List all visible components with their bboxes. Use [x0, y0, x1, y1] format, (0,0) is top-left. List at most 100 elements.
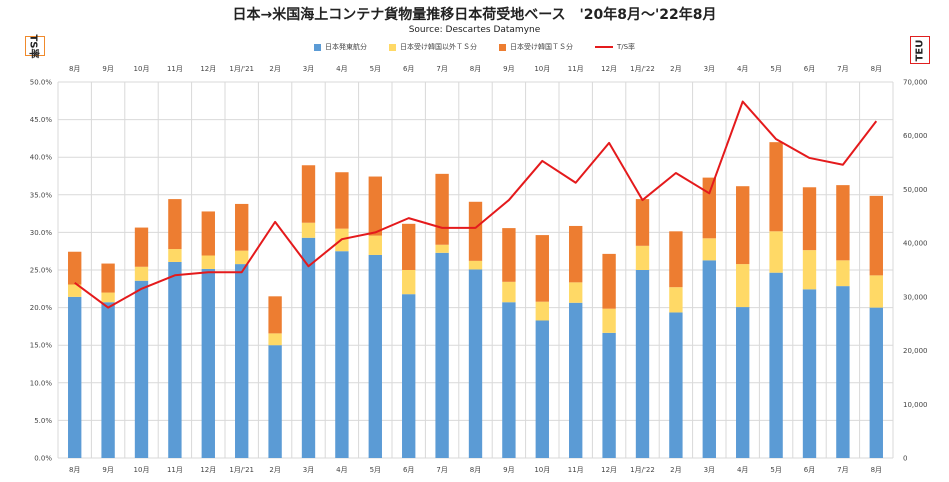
category-label-top: 7月 [837, 65, 848, 73]
category-label-top: 8月 [470, 65, 481, 73]
category-label-bottom: 7月 [436, 466, 447, 474]
category-label-bottom: 1月/'21 [229, 466, 254, 474]
category-label-bottom: 10月 [134, 466, 150, 474]
legend-item-series-0: 日本発東航分 [313, 42, 367, 52]
left-axis-tick-label: 50.0% [30, 79, 53, 87]
category-label-top: 10月 [134, 65, 150, 73]
bar-segment-series-1 [435, 244, 449, 253]
bar-segment-series-1 [68, 284, 82, 297]
left-axis-tick-label: 40.0% [30, 154, 53, 162]
bar-segment-series-1 [869, 275, 883, 308]
bar-segment-series-0 [468, 269, 483, 458]
bar-segment-series-2 [101, 263, 115, 293]
category-label-bottom: 3月 [704, 466, 715, 474]
category-label-bottom: 3月 [303, 466, 314, 474]
category-label-bottom: 8月 [871, 466, 882, 474]
left-axis-tick-label: 15.0% [30, 342, 53, 350]
legend-label-0: 日本発東航分 [324, 43, 367, 51]
bar-segment-series-0 [736, 307, 750, 458]
bar-segment-series-0 [68, 296, 82, 458]
bar-segment-series-1 [502, 281, 516, 303]
bar-segment-series-2 [402, 223, 416, 270]
bar-segment-series-2 [635, 199, 650, 246]
legend-label-2: 日本受け韓国ＴＳ分 [509, 43, 573, 51]
bar-segment-series-0 [235, 264, 249, 458]
category-label-top: 12月 [200, 65, 216, 73]
category-label-bottom: 11月 [167, 466, 183, 474]
right-axis-tick-label: 10,000 [903, 401, 928, 409]
right-axis-tick-label: 50,000 [903, 186, 928, 194]
bar-segment-series-2 [201, 211, 215, 256]
bar-segment-series-2 [669, 231, 683, 288]
chart-legend: 日本発東航分 日本受け韓国以外ＴＳ分 日本受け韓国ＴＳ分 T/S率 [0, 42, 949, 52]
chart-title: 日本→米国海上コンテナ貨物量推移日本荷受地ベース '20年8月～'22年8月 [232, 7, 717, 23]
category-label-top: 1月/'22 [630, 65, 655, 73]
category-label-top: 5月 [770, 65, 781, 73]
bar-segment-series-1 [669, 287, 683, 313]
category-label-top: 7月 [436, 65, 447, 73]
bar-segment-series-1 [301, 222, 316, 238]
bar-segment-series-0 [201, 268, 215, 458]
bar-segment-series-1 [402, 270, 416, 295]
category-label-bottom: 9月 [102, 466, 113, 474]
category-label-bottom: 8月 [69, 466, 80, 474]
category-label-top: 5月 [370, 65, 381, 73]
bar-segment-series-2 [134, 227, 149, 267]
legend-label-3: T/S率 [616, 43, 636, 51]
bar-segment-series-0 [569, 302, 583, 458]
legend-swatch-2 [498, 43, 506, 51]
bar-segment-series-0 [769, 272, 783, 458]
bar-segment-series-1 [702, 238, 716, 261]
bar-segment-series-0 [168, 261, 182, 458]
bar-segment-series-1 [535, 301, 549, 321]
bar-segment-series-1 [468, 260, 483, 270]
bar-segment-series-0 [502, 302, 516, 458]
bar-segment-series-0 [602, 332, 616, 458]
bar-segment-series-0 [134, 280, 149, 458]
category-label-top: 11月 [167, 65, 183, 73]
legend-swatch-1 [388, 43, 396, 51]
legend-item-series-2: 日本受け韓国ＴＳ分 [498, 42, 573, 52]
bar-segment-series-1 [602, 308, 616, 333]
legend-item-series-3: T/S率 [594, 42, 636, 52]
right-axis-tick-label: 0 [903, 455, 907, 463]
category-label-top: 8月 [69, 65, 80, 73]
category-label-bottom: 5月 [370, 466, 381, 474]
bar-segment-series-0 [368, 254, 382, 458]
bar-segment-series-1 [168, 249, 182, 262]
right-axis-tick-label: 70,000 [903, 79, 928, 87]
bar-segment-series-2 [468, 201, 483, 261]
bar-segment-series-1 [201, 255, 215, 269]
bar-segment-series-0 [869, 307, 883, 458]
category-label-bottom: 6月 [804, 466, 815, 474]
bar-segment-series-2 [769, 142, 783, 232]
category-label-top: 6月 [403, 65, 414, 73]
bar-segment-series-0 [101, 302, 115, 458]
bar-segment-series-1 [836, 260, 850, 287]
category-label-top: 4月 [336, 65, 347, 73]
ts-ratio-line [74, 100, 878, 309]
category-label-bottom: 4月 [737, 466, 748, 474]
left-axis-label: TS率 [25, 34, 45, 58]
legend-label-1: 日本受け韓国以外ＴＳ分 [399, 43, 477, 51]
category-label-top: 9月 [102, 65, 113, 73]
category-label-top: 8月 [871, 65, 882, 73]
bar-segment-series-0 [702, 260, 716, 458]
category-label-bottom: 10月 [534, 466, 550, 474]
bar-segment-series-2 [335, 172, 349, 229]
bar-segment-series-0 [402, 294, 416, 458]
bar-segment-series-2 [569, 225, 583, 283]
bar-segment-series-1 [368, 235, 382, 255]
bar-segment-series-2 [602, 253, 616, 309]
bar-segment-series-0 [301, 237, 316, 458]
bar-segment-series-1 [802, 250, 817, 290]
category-label-top: 3月 [704, 65, 715, 73]
bar-segment-series-0 [268, 345, 282, 458]
category-label-bottom: 12月 [601, 466, 617, 474]
left-axis-tick-label: 25.0% [30, 267, 53, 275]
category-label-top: 4月 [737, 65, 748, 73]
bar-segment-series-0 [335, 251, 349, 458]
right-axis-tick-label: 30,000 [903, 293, 928, 301]
bar-segment-series-0 [635, 270, 650, 458]
